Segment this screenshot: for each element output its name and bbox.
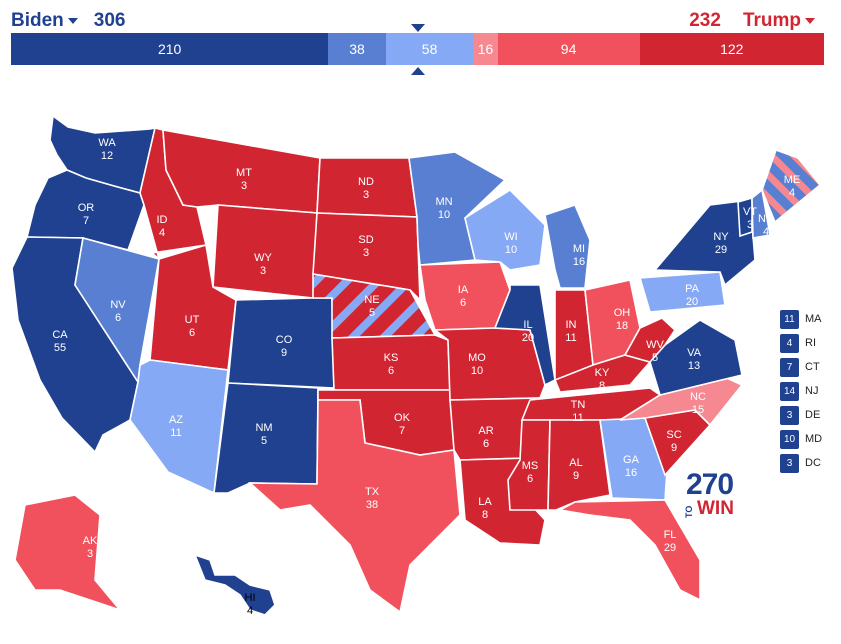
state-il[interactable] — [493, 284, 556, 387]
state-pa[interactable] — [638, 271, 726, 313]
bar-segment[interactable]: 58 — [385, 33, 474, 65]
legend-item-ma[interactable]: 11 MA — [780, 308, 822, 330]
legend-item-de[interactable]: 3 DE — [780, 404, 822, 426]
legend-state-abbr: MA — [805, 313, 822, 325]
legend-item-ct[interactable]: 7 CT — [780, 356, 822, 378]
bar-segment[interactable]: 16 — [473, 33, 498, 65]
state-ak[interactable] — [14, 494, 123, 612]
legend-item-md[interactable]: 10 MD — [780, 428, 822, 450]
state-ks[interactable] — [331, 334, 451, 391]
trump-header: 232 Trump — [681, 8, 823, 34]
legend-state-abbr: RI — [805, 337, 816, 349]
270towin-logo[interactable]: 270 TO WIN — [684, 468, 740, 524]
state-al[interactable] — [547, 419, 611, 511]
state-az[interactable] — [129, 359, 229, 495]
state-mi[interactable] — [544, 204, 591, 289]
bar-segment[interactable]: 94 — [497, 33, 640, 65]
state-me[interactable] — [761, 148, 822, 224]
trump-name[interactable]: Trump — [742, 10, 801, 31]
legend-state-abbr: CT — [805, 361, 820, 373]
state-wy[interactable] — [212, 204, 318, 299]
legend-item-nj[interactable]: 14 NJ — [780, 380, 822, 402]
state-mo[interactable] — [432, 327, 546, 401]
legend-state-abbr: NJ — [805, 385, 819, 397]
legend-ev-box: 14 — [780, 381, 799, 401]
trump-total: 232 — [689, 10, 721, 31]
270-marker-top-icon — [411, 24, 425, 32]
logo-to: TO — [684, 505, 694, 518]
biden-total: 306 — [93, 10, 126, 31]
legend-ev-box: 3 — [780, 405, 799, 425]
state-ny[interactable] — [653, 199, 756, 287]
trump-dropdown-icon[interactable] — [805, 18, 815, 24]
state-fl[interactable] — [557, 499, 701, 602]
state-ia[interactable] — [419, 261, 511, 331]
legend-state-abbr: MD — [805, 433, 823, 445]
state-hi[interactable] — [193, 553, 276, 616]
legend-state-abbr: DC — [805, 457, 821, 469]
biden-header: Biden 306 — [11, 8, 125, 34]
270-marker-bottom-icon — [411, 67, 425, 75]
legend-ev-box: 11 — [780, 309, 799, 329]
bar-segment[interactable]: 210 — [11, 33, 329, 65]
bar-segment[interactable]: 122 — [639, 33, 824, 65]
legend-ev-box: 3 — [780, 453, 799, 473]
logo-win: WIN — [697, 498, 734, 519]
electoral-vote-bar: 210 38 58 16 94 122 — [11, 33, 824, 65]
logo-number: 270 — [686, 468, 734, 501]
legend-item-ri[interactable]: 4 RI — [780, 332, 822, 354]
bar-segment[interactable]: 38 — [328, 33, 386, 65]
state-wi[interactable] — [464, 188, 546, 271]
legend-ev-box: 7 — [780, 357, 799, 377]
state-vt[interactable] — [737, 196, 753, 238]
state-wv[interactable] — [623, 317, 677, 363]
state-nd[interactable] — [316, 157, 418, 218]
state-tx[interactable] — [247, 399, 461, 614]
biden-dropdown-icon[interactable] — [67, 18, 78, 24]
legend-ev-box: 4 — [780, 333, 799, 353]
legend-ev-box: 10 — [780, 429, 799, 449]
state-mt[interactable] — [162, 129, 321, 214]
biden-name[interactable]: Biden — [11, 10, 64, 31]
state-nh[interactable] — [751, 188, 771, 239]
legend-state-abbr: DE — [805, 409, 821, 421]
small-states-legend: 11 MA 4 RI 7 CT 14 NJ 3 DE 10 MD 3 DC — [780, 308, 822, 476]
state-co[interactable] — [227, 297, 335, 389]
legend-item-dc[interactable]: 3 DC — [780, 452, 822, 474]
state-nm[interactable] — [213, 382, 319, 494]
